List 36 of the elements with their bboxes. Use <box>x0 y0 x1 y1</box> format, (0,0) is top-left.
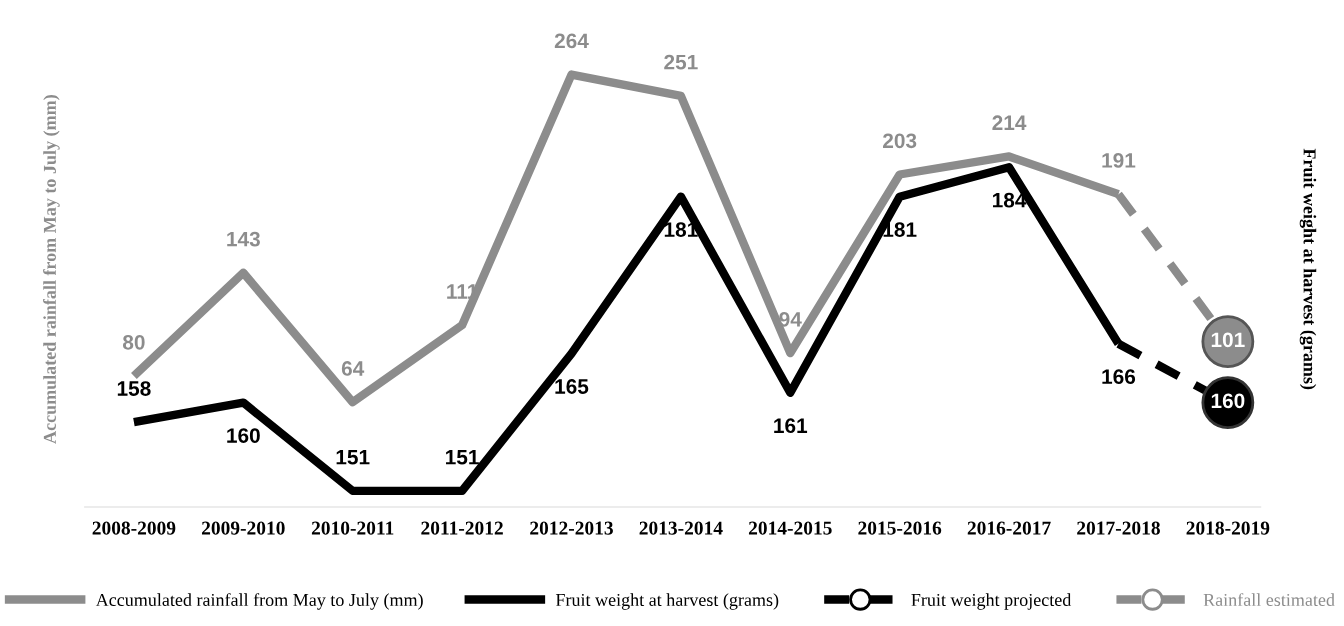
data-label: 184 <box>993 192 1027 208</box>
y-axis-title: Accumulated rainfall from May to July (mm) <box>43 95 60 444</box>
data-label: 166 <box>1102 369 1136 385</box>
legend-label: Fruit weight projected <box>911 593 1072 610</box>
x-tick-label: 2017-2018 <box>1077 521 1160 535</box>
x-tick-label: 2016-2017 <box>967 521 1051 535</box>
data-label: 64 <box>341 361 365 376</box>
x-tick-label: 2018-2019 <box>1186 521 1270 535</box>
x-tick-label: 2015-2016 <box>858 521 942 535</box>
data-label: 143 <box>227 231 260 247</box>
data-label: 214 <box>992 115 1027 130</box>
legend-label: Fruit weight at harvest (grams) <box>555 593 779 610</box>
data-label: 203 <box>883 133 917 149</box>
data-label: 94 <box>779 311 802 327</box>
data-label: 151 <box>446 450 479 465</box>
data-label: 264 <box>554 33 589 49</box>
x-tick-label: 2014-2015 <box>748 521 832 535</box>
x-tick-label: 2010-2011 <box>311 521 394 535</box>
x-tick-label: 2013-2014 <box>639 521 723 535</box>
data-label: 191 <box>1102 153 1136 168</box>
data-label: 251 <box>664 54 698 70</box>
x-tick-label: 2011-2012 <box>421 521 503 535</box>
data-label: 158 <box>117 381 151 396</box>
data-label: 101 <box>1211 332 1245 348</box>
legend-label: Rainfall estimated <box>1203 593 1335 607</box>
y2-axis-title: Fruit weight at harvest (grams) <box>1299 148 1317 390</box>
data-label: 80 <box>122 334 145 350</box>
data-label: 151 <box>336 450 370 465</box>
data-label: 160 <box>1211 393 1245 409</box>
legend-label: Accumulated rainfall from May to July (mm) <box>95 593 423 610</box>
x-tick-label: 2009-2010 <box>201 521 285 535</box>
x-tick-label: 2008-2009 <box>92 521 176 535</box>
data-label: 160 <box>227 428 260 443</box>
data-label: 161 <box>774 418 808 434</box>
data-label: 165 <box>555 379 589 394</box>
x-tick-label: 2012-2013 <box>530 521 613 535</box>
